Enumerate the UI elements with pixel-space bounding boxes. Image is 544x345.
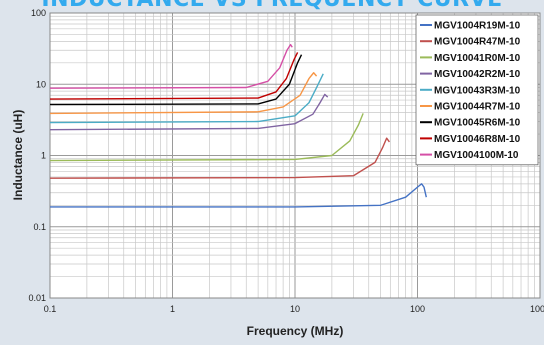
series-line [49, 137, 390, 179]
legend-entry: MGV1004R19M-10 [434, 21, 521, 32]
legend-box [415, 14, 539, 166]
y-tick-label: 1 [41, 151, 46, 161]
legend-entry: MGV10044R7M-10 [434, 102, 521, 113]
legend-entry: MGV10043R3M-10 [434, 85, 521, 96]
legend: MGV1004R19M-10 MGV1004R47M-10 MGV10041R0M-… [415, 14, 539, 166]
series-line [49, 72, 318, 115]
x-tick-label: 100 [410, 304, 425, 314]
chart-title: INDUCTANCE VS FREQUENCY CURVE [0, 0, 544, 12]
series-line [49, 54, 303, 106]
x-tick-label: 1 [170, 304, 175, 314]
series-line [49, 43, 293, 89]
y-tick-label: 0.1 [33, 222, 46, 232]
legend-entry: MGV1004100M-10 [434, 150, 519, 161]
x-tick-label: 0.1 [44, 304, 57, 314]
series-line [49, 113, 364, 162]
series-line [50, 183, 427, 208]
plot-border [49, 12, 541, 299]
y-tick-label: 10 [36, 79, 46, 89]
series-lines [49, 43, 427, 208]
legend-entry: MGV10046R8M-10 [434, 134, 521, 145]
series-line [49, 73, 324, 124]
legend-entry: MGV10042R2M-10 [434, 69, 521, 80]
series-line [49, 52, 299, 100]
x-axis-label: Frequency (MHz) [247, 324, 344, 338]
y-tick-label: 0.01 [28, 293, 46, 303]
series-line [49, 93, 329, 131]
x-tick-label: 10 [290, 304, 300, 314]
y-tick-label: 100 [31, 8, 46, 18]
legend-entry: MGV10045R6M-10 [434, 118, 521, 129]
y-axis-label: Inductance (uH) [11, 110, 25, 201]
legend-entry: MGV1004R47M-10 [434, 37, 521, 48]
legend-entry: MGV10041R0M-10 [434, 53, 521, 64]
